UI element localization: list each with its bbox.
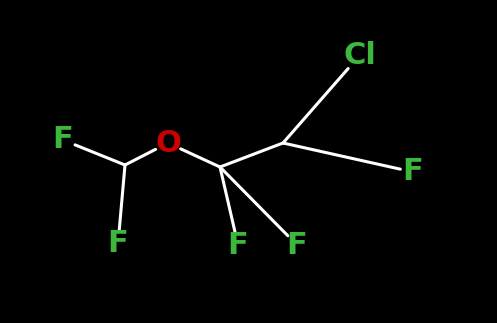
Text: F: F [53,126,74,154]
Text: F: F [403,158,423,186]
Text: F: F [287,231,307,259]
Text: O: O [155,129,181,158]
Text: F: F [228,231,248,259]
Text: Cl: Cl [343,40,376,69]
Text: F: F [108,230,128,258]
